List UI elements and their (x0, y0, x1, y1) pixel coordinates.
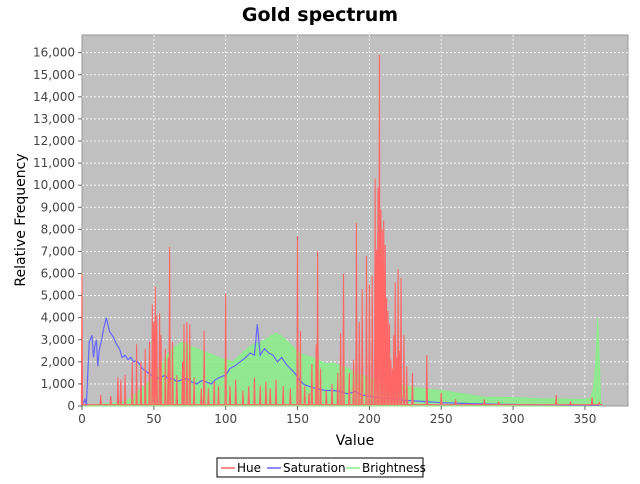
grid-layer (82, 35, 628, 406)
y-tick-label: 6,000 (41, 267, 75, 281)
y-tick-label: 11,000 (33, 156, 75, 170)
series-hue-line (80, 54, 603, 406)
y-tick-label: 1,000 (41, 377, 75, 391)
y-tick-label: 2,000 (41, 355, 75, 369)
y-tick-label: 9,000 (41, 200, 75, 214)
x-tick-label: 300 (502, 412, 525, 426)
y-axis-title: Relative Frequency (13, 153, 29, 286)
y-tick-label: 3,000 (41, 333, 75, 347)
y-tick-label: 10,000 (33, 178, 75, 192)
x-tick-label: 50 (146, 412, 161, 426)
legend-box (216, 457, 424, 478)
plot-area (81, 34, 629, 407)
x-tick-label: 100 (214, 412, 237, 426)
axis-layer: 0 1,000 2,000 3,000 4,000 5,000 6,000 7,000 8,00… (33, 46, 596, 426)
y-tick-label: 8,000 (41, 222, 75, 236)
legend: Hue Saturation Brightness (216, 457, 426, 478)
x-tick-label: 200 (358, 412, 381, 426)
y-tick-label: 15,000 (33, 68, 75, 82)
series-layer (80, 54, 603, 407)
y-tick-label: 14,000 (33, 90, 75, 104)
y-tick-label: 7,000 (41, 244, 75, 258)
x-axis-title: Value (336, 433, 374, 449)
x-tick-label: 0 (78, 412, 86, 426)
y-tick-label: 13,000 (33, 112, 75, 126)
x-tick-label: 150 (286, 412, 309, 426)
y-tick-label: 16,000 (33, 46, 75, 60)
y-tick-label: 12,000 (33, 134, 75, 148)
x-tick-label: 350 (573, 412, 596, 426)
y-tick-label: 0 (67, 399, 75, 413)
legend-label-brightness: Brightness (362, 461, 426, 475)
x-tick-label: 250 (430, 412, 453, 426)
legend-label-hue: Hue (237, 461, 261, 475)
y-tick-label: 4,000 (41, 311, 75, 325)
chart-title: Gold spectrum (242, 4, 398, 26)
legend-label-saturation: Saturation (283, 461, 346, 475)
y-tick-label: 5,000 (41, 289, 75, 303)
